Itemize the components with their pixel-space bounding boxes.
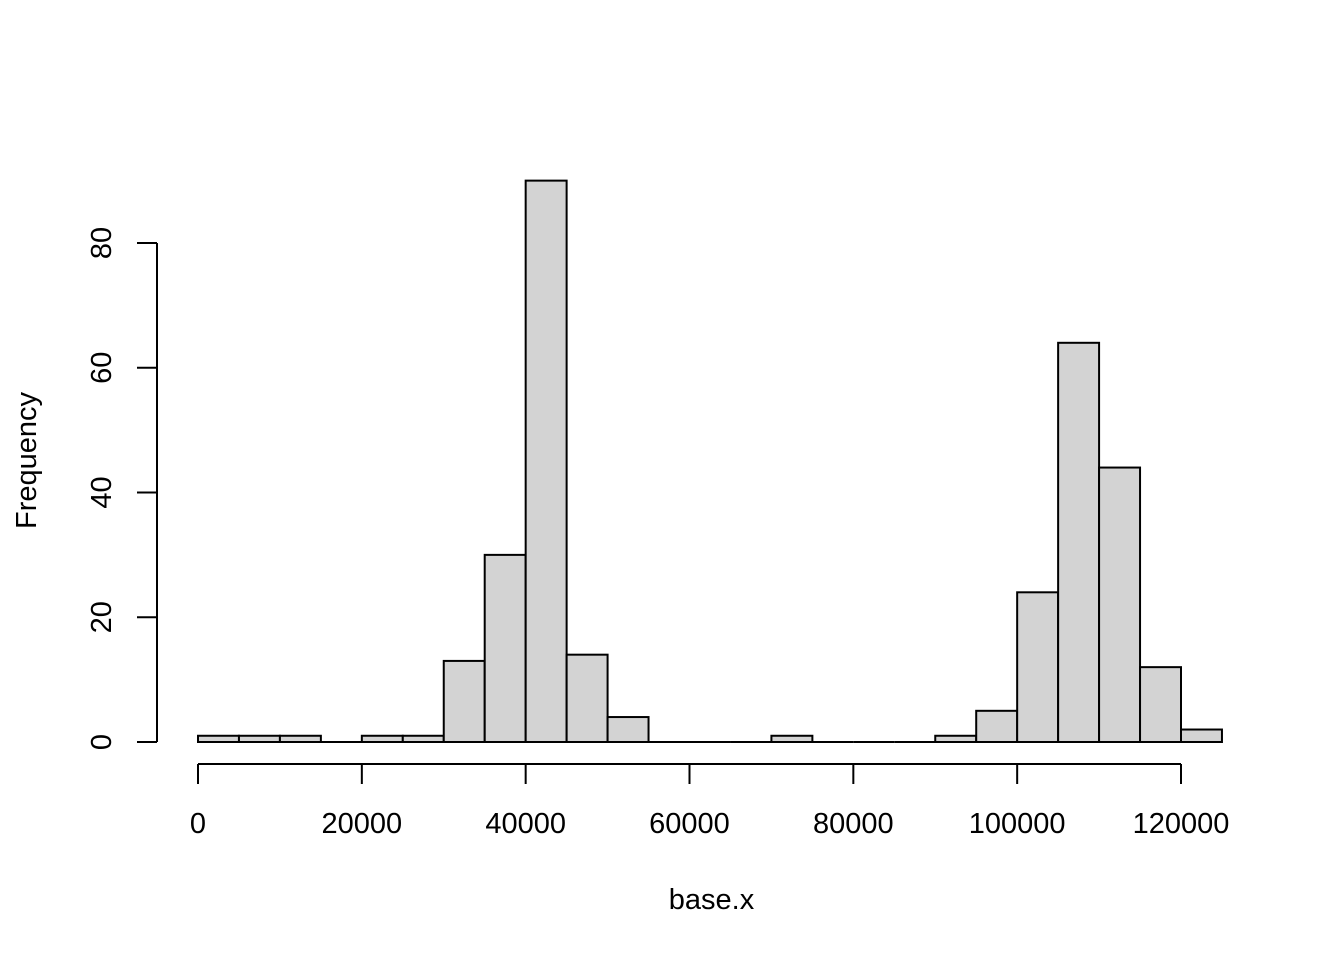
histogram-bar-24 [1180,728,1223,744]
histogram-bar-18 [934,734,978,744]
histogram-bar-19 [975,709,1019,743]
histogram-bar-21 [1057,341,1101,743]
y-tick-label: 80 [86,227,118,259]
y-axis: 0 20 40 60 80 [86,227,158,750]
histogram-bar-6 [442,659,486,743]
y-axis-title: Frequency [11,391,43,529]
x-tick-label: 0 [190,808,206,840]
x-axis-title: base.x [669,884,755,916]
x-tick-label: 60000 [649,808,730,840]
histogram-bar-22 [1098,466,1142,743]
histogram-bar-14 [770,734,814,744]
x-tick-label: 100000 [969,808,1066,840]
histogram-bar-8 [524,179,568,743]
histogram-bar-7 [483,553,527,743]
y-tick-label: 60 [86,352,118,384]
histogram-bar-0 [197,734,240,744]
histogram-bar-9 [565,653,609,743]
y-tick-label: 20 [86,601,118,633]
histogram-bars [197,179,1223,744]
x-tick-label: 20000 [322,808,403,840]
histogram-bar-20 [1016,591,1060,743]
histogram-bar-1 [237,734,281,744]
y-tick-label: 0 [86,734,118,750]
y-tick-label: 40 [86,476,118,508]
x-tick-label: 40000 [485,808,566,840]
x-tick-label: 120000 [1133,808,1230,840]
histogram-bar-2 [278,734,322,744]
histogram-bar-4 [360,734,404,744]
histogram-bar-23 [1139,666,1182,744]
histogram-bar-5 [401,734,445,744]
histogram-bar-10 [606,716,650,743]
x-axis: 0 20000 40000 60000 80000 100000 120000 [190,763,1230,840]
x-tick-label: 80000 [813,808,894,840]
